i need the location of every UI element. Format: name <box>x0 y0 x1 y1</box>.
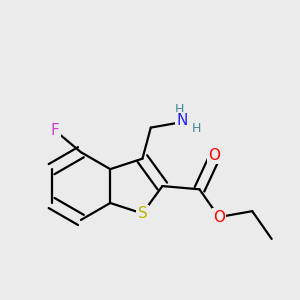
Text: O: O <box>208 148 220 163</box>
Text: N: N <box>177 113 188 128</box>
Text: F: F <box>51 123 59 138</box>
Text: H: H <box>175 103 184 116</box>
Text: O: O <box>213 210 225 225</box>
Text: H: H <box>191 122 201 135</box>
Text: S: S <box>138 206 147 221</box>
